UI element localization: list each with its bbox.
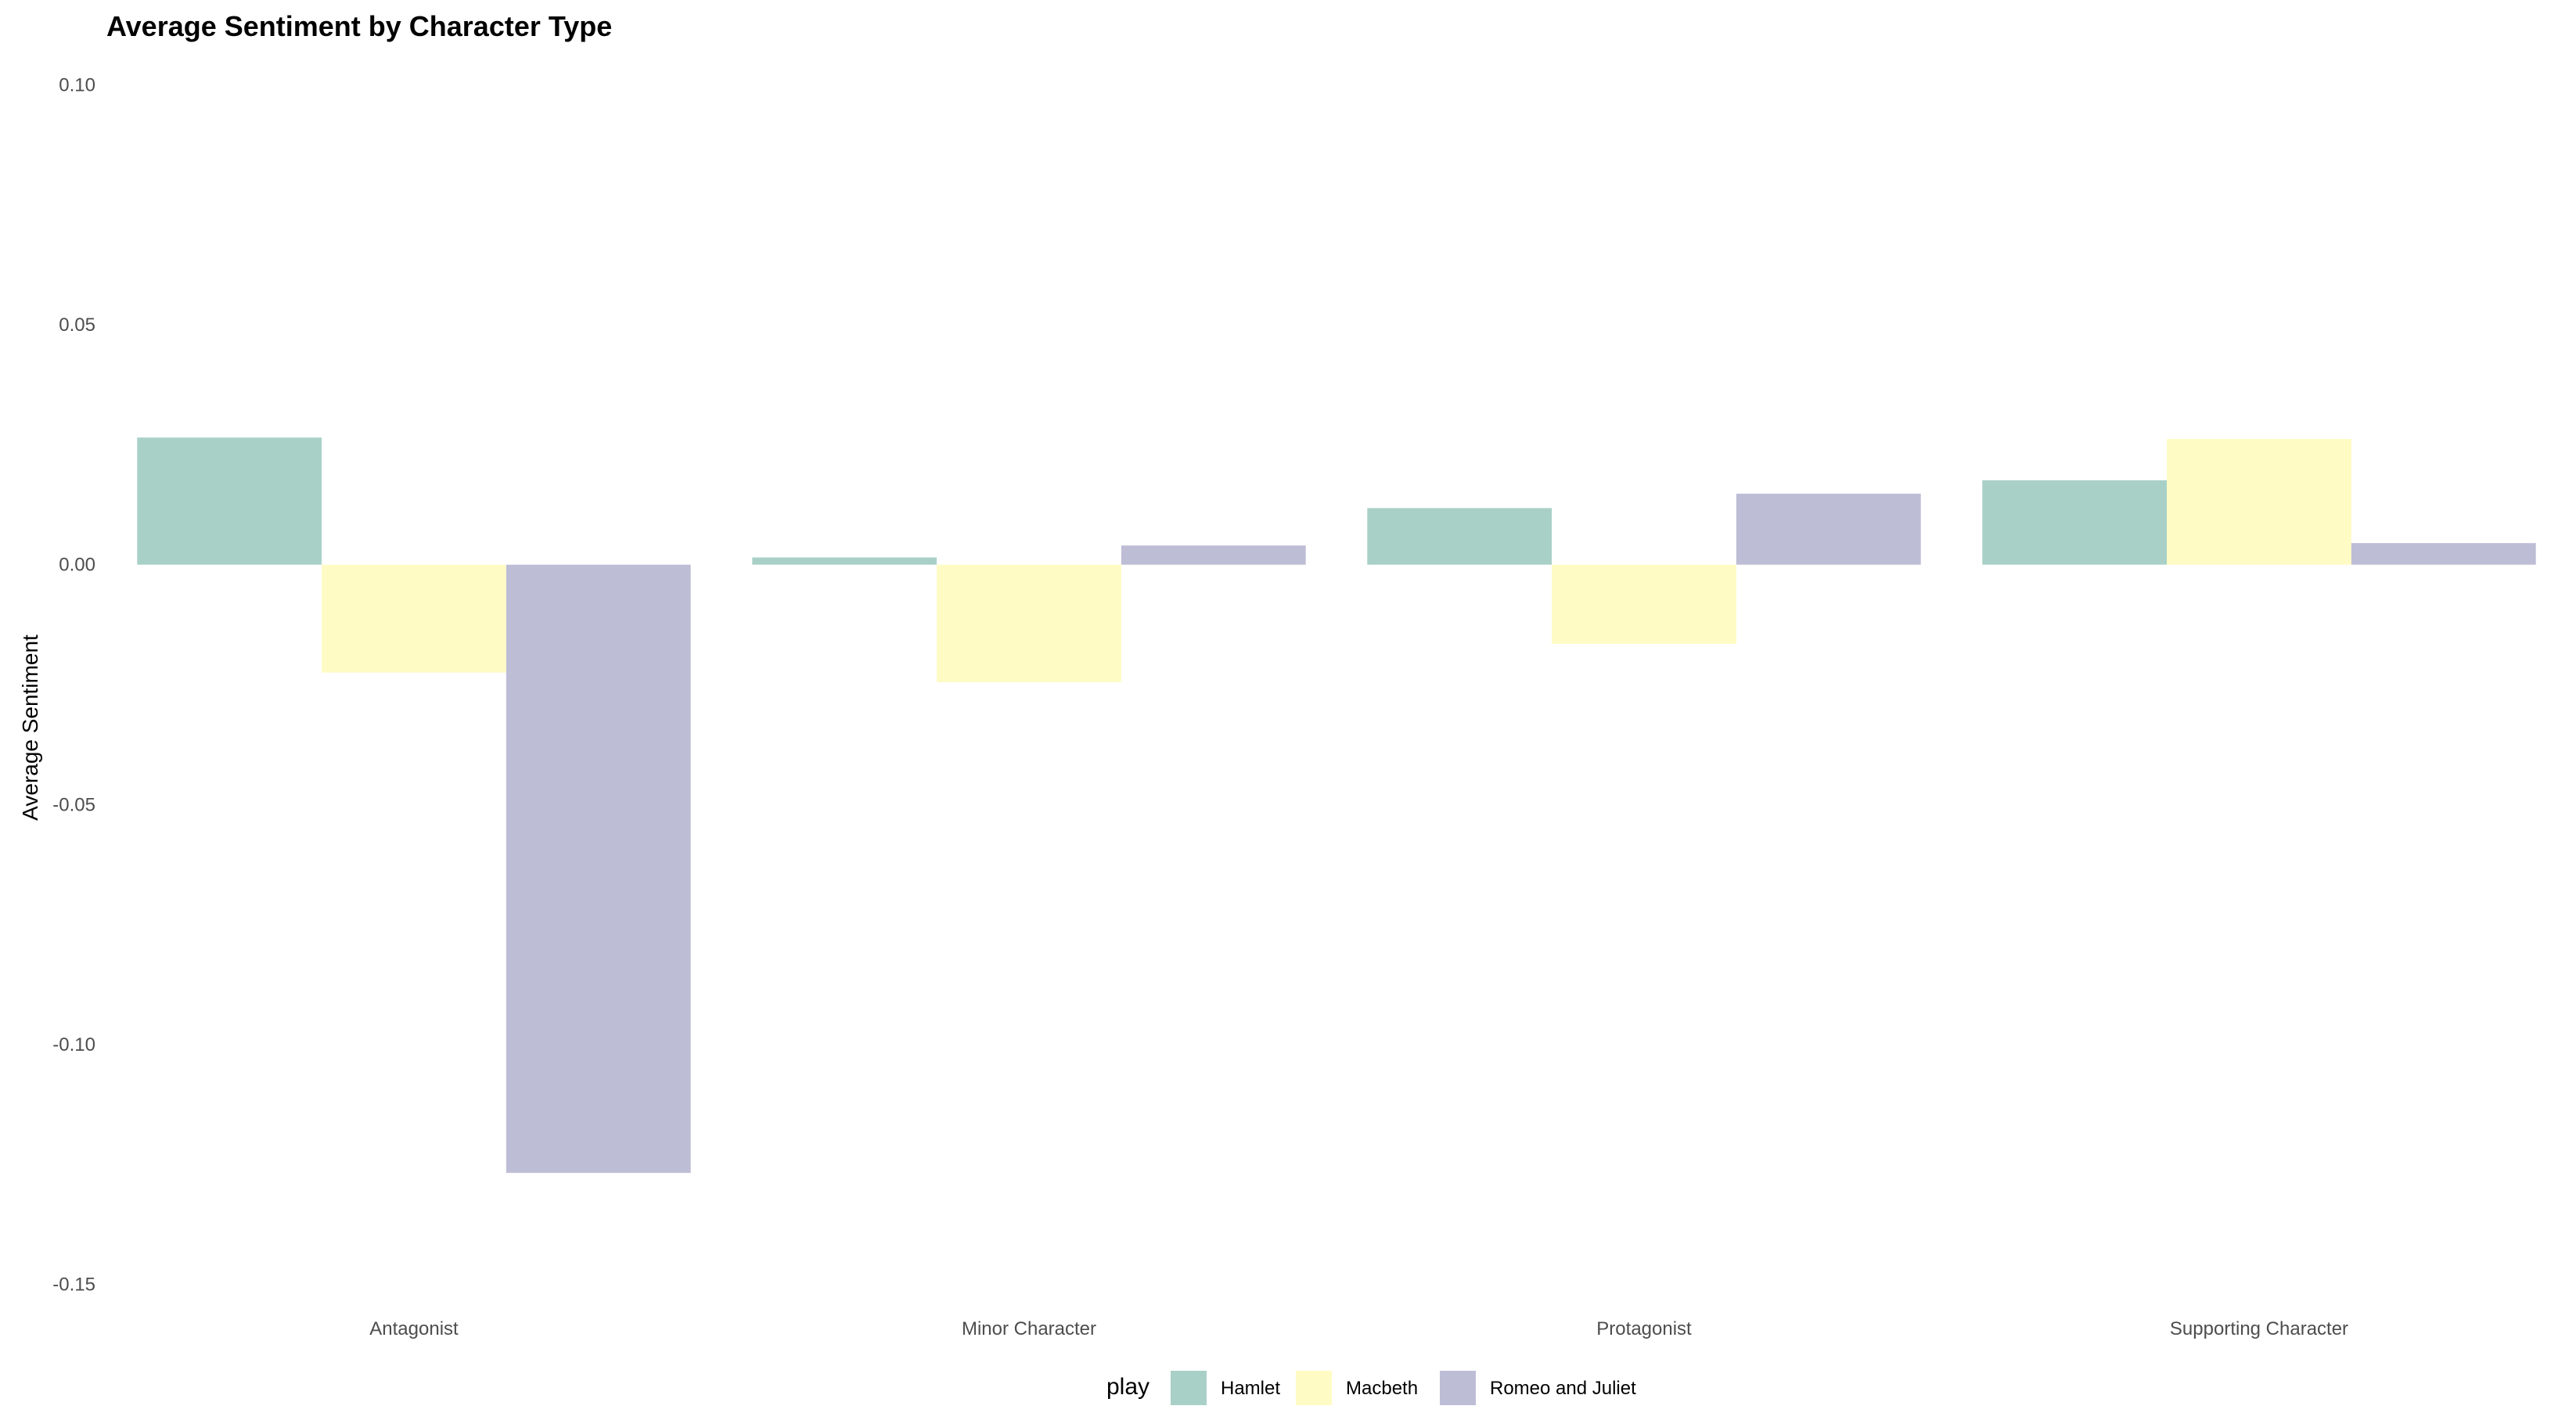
bar-hamlet-antagonist bbox=[137, 437, 322, 565]
x-tick-label: Minor Character bbox=[962, 1318, 1096, 1339]
bar-hamlet-protagonist bbox=[1367, 508, 1552, 565]
chart-title: Average Sentiment by Character Type bbox=[106, 10, 612, 42]
bar-macbeth-supporting-character bbox=[2167, 439, 2351, 565]
bar-romeo-and-juliet-antagonist bbox=[505, 564, 691, 1174]
bars bbox=[137, 437, 2536, 1174]
bar-macbeth-antagonist bbox=[322, 564, 506, 673]
y-tick-label: 0.10 bbox=[59, 75, 95, 96]
y-axis-label: Average Sentiment bbox=[18, 635, 42, 821]
y-tick-label: -0.05 bbox=[52, 794, 95, 815]
x-tick-label: Antagonist bbox=[369, 1318, 459, 1339]
legend-label-hamlet: Hamlet bbox=[1221, 1378, 1280, 1399]
x-axis-ticks: Antagonist Minor Character Protagonist Supp… bbox=[369, 1318, 2348, 1339]
legend-key-romeo-and-juliet bbox=[1440, 1371, 1476, 1405]
bar-romeo-and-juliet-minor-character bbox=[1121, 545, 1306, 565]
bar-hamlet-minor-character bbox=[752, 557, 937, 565]
x-tick-label: Supporting Character bbox=[2170, 1318, 2348, 1339]
x-tick-label: Protagonist bbox=[1596, 1318, 1692, 1339]
bar-macbeth-minor-character bbox=[937, 564, 1121, 682]
y-tick-label: -0.15 bbox=[52, 1274, 95, 1295]
bar-romeo-and-juliet-protagonist bbox=[1736, 493, 1921, 565]
legend-label-romeo-and-juliet: Romeo and Juliet bbox=[1490, 1378, 1636, 1399]
bar-hamlet-supporting-character bbox=[1982, 480, 2168, 565]
y-tick-label: -0.10 bbox=[52, 1034, 95, 1055]
legend-key-hamlet bbox=[1171, 1371, 1207, 1405]
legend-label-macbeth: Macbeth bbox=[1346, 1378, 1418, 1399]
bar-romeo-and-juliet-supporting-character bbox=[2351, 543, 2536, 565]
legend: play Hamlet Macbeth Romeo and Juliet bbox=[1106, 1371, 1636, 1405]
bar-macbeth-protagonist bbox=[1552, 564, 1736, 644]
y-tick-label: 0.00 bbox=[59, 555, 95, 576]
legend-title: play bbox=[1106, 1374, 1149, 1400]
legend-key-macbeth bbox=[1296, 1371, 1332, 1405]
y-tick-label: 0.05 bbox=[59, 315, 95, 336]
y-axis-ticks: 0.10 0.05 0.00 -0.05 -0.10 -0.15 bbox=[52, 75, 95, 1296]
